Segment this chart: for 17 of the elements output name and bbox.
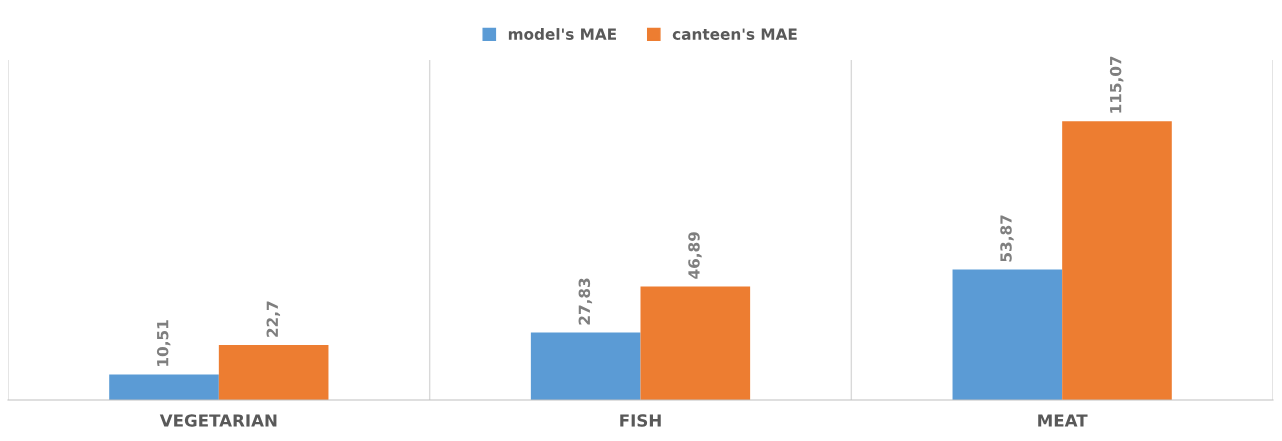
data-label: 115,07 [1109, 56, 1124, 113]
x-tick-label: MEAT [1038, 414, 1088, 427]
legend-label: model's MAE [508, 28, 617, 40]
data-label: 10,51 [156, 320, 171, 366]
bar [109, 374, 219, 400]
bar [1062, 121, 1172, 400]
x-tick-label: VEGETARIAN [159, 414, 277, 427]
bar [640, 286, 751, 400]
bar [530, 332, 641, 400]
bar [952, 269, 1063, 400]
bar [218, 345, 329, 400]
data-label: 53,87 [1000, 215, 1014, 262]
legend-label: canteen's MAE [672, 28, 797, 40]
data-label: 46,89 [688, 232, 702, 279]
data-label: 22,7 [266, 301, 281, 337]
data-label: 27,83 [578, 278, 593, 325]
x-tick-label: FISH [620, 414, 661, 427]
